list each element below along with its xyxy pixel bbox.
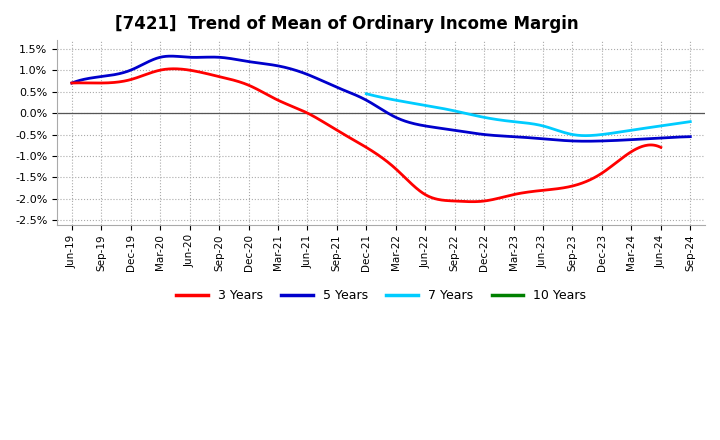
Text: [7421]  Trend of Mean of Ordinary Income Margin: [7421] Trend of Mean of Ordinary Income … (115, 15, 579, 33)
Legend: 3 Years, 5 Years, 7 Years, 10 Years: 3 Years, 5 Years, 7 Years, 10 Years (171, 284, 591, 307)
